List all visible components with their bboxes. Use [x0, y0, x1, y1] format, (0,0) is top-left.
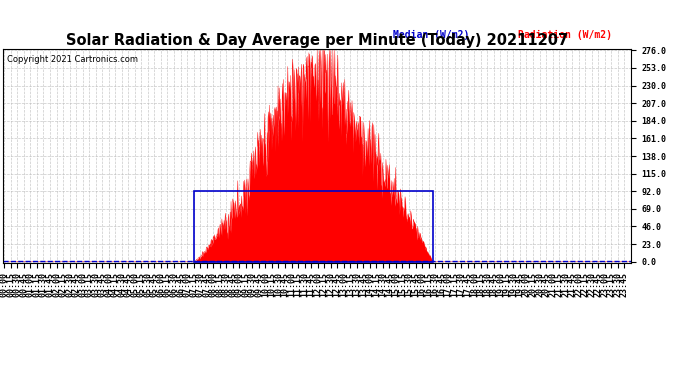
Text: Median (W/m2): Median (W/m2) — [393, 30, 469, 40]
Title: Solar Radiation & Day Average per Minute (Today) 20211207: Solar Radiation & Day Average per Minute… — [66, 33, 569, 48]
Text: Copyright 2021 Cartronics.com: Copyright 2021 Cartronics.com — [7, 55, 137, 64]
Text: Radiation (W/m2): Radiation (W/m2) — [518, 30, 612, 40]
Bar — [194, 191, 433, 262]
